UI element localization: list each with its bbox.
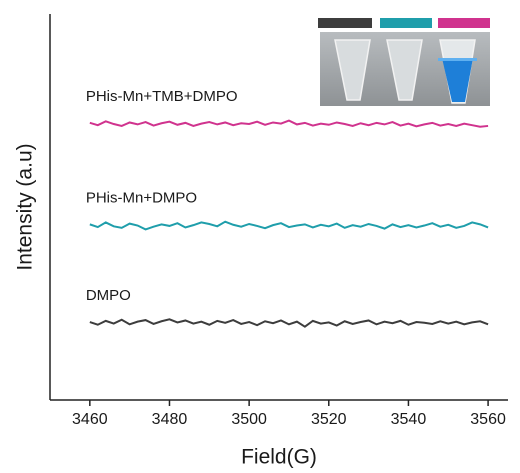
x-tick-label: 3500: [231, 411, 267, 428]
series-line: [89, 220, 489, 231]
x-axis-title: Field(G): [241, 446, 317, 469]
x-tick-label: 3460: [72, 411, 108, 428]
series-label: DMPO: [86, 287, 131, 304]
x-tick-label: 3540: [391, 411, 427, 428]
x-tick-label: 3560: [470, 411, 506, 428]
series-line: [89, 318, 489, 328]
inset-color-bar: [380, 18, 432, 28]
x-tick-label: 3480: [152, 411, 188, 428]
series-line: [89, 119, 489, 128]
series-label: PHis-Mn+TMB+DMPO: [86, 88, 238, 105]
inset-color-bar: [318, 18, 372, 28]
series-label: PHis-Mn+DMPO: [86, 189, 197, 206]
inset-color-bar: [438, 18, 490, 28]
inset-photo: [320, 32, 490, 106]
y-axis-title: Intensity (a.u): [14, 143, 37, 270]
x-tick-label: 3520: [311, 411, 347, 428]
